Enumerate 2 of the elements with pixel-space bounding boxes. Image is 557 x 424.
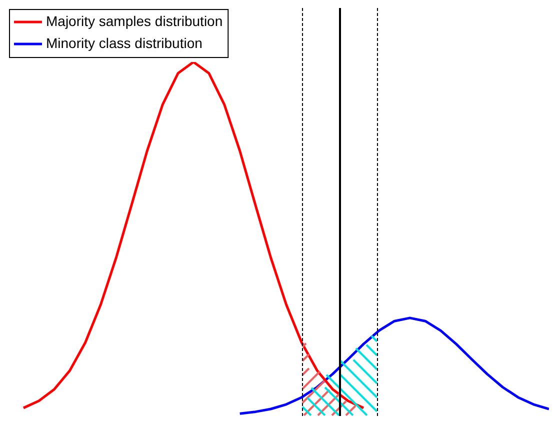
legend-label: Minority class distribution [46, 34, 202, 51]
legend-label: Majority samples distribution [46, 12, 223, 29]
